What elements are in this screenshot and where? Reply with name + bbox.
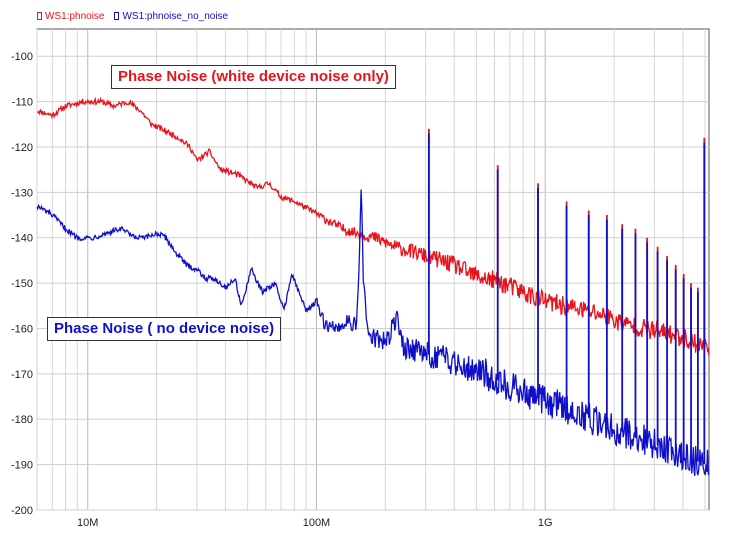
annotation-blue-label: Phase Noise ( no device noise) — [47, 317, 282, 341]
x-tick-label: 100M — [303, 517, 331, 529]
x-tick-label: 10M — [77, 517, 98, 529]
y-tick-label: -190 — [11, 460, 33, 472]
legend-swatch-phnoise — [37, 12, 42, 20]
y-tick-label: -170 — [11, 369, 33, 381]
legend-label-phnoise: WS1:phnoise — [45, 10, 105, 22]
legend-item-phnoise[interactable]: WS1:phnoise — [37, 11, 104, 22]
y-tick-label: -120 — [11, 142, 33, 154]
legend-item-phnoise-no-noise[interactable]: WS1:phnoise_no_noise — [114, 11, 228, 22]
y-tick-label: -150 — [11, 278, 33, 290]
series-line-phnoise — [37, 96, 710, 356]
annotation-red-label: Phase Noise (white device noise only) — [111, 65, 396, 89]
legend-label-phnoise-no-noise: WS1:phnoise_no_noise — [122, 10, 229, 22]
y-tick-label: -140 — [11, 233, 33, 245]
axis-layer: -200 -190 -180 -170 -160 -150 -140 -130 -120 -110… — [11, 51, 553, 529]
y-tick-label: -160 — [11, 323, 33, 335]
y-tick-label: -100 — [11, 51, 33, 63]
x-tick-label: 1G — [538, 517, 553, 529]
y-tick-label: -110 — [12, 97, 33, 109]
series-layer — [36, 96, 710, 476]
y-tick-label: -130 — [11, 187, 33, 199]
y-tick-label: -200 — [11, 505, 33, 517]
y-tick-label: -180 — [11, 414, 33, 426]
legend-swatch-phnoise-no-noise — [114, 12, 120, 20]
series-line-phnoise-no-noise — [36, 189, 710, 476]
legend: WS1:phnoise WS1:phnoise_no_noise — [37, 9, 228, 23]
